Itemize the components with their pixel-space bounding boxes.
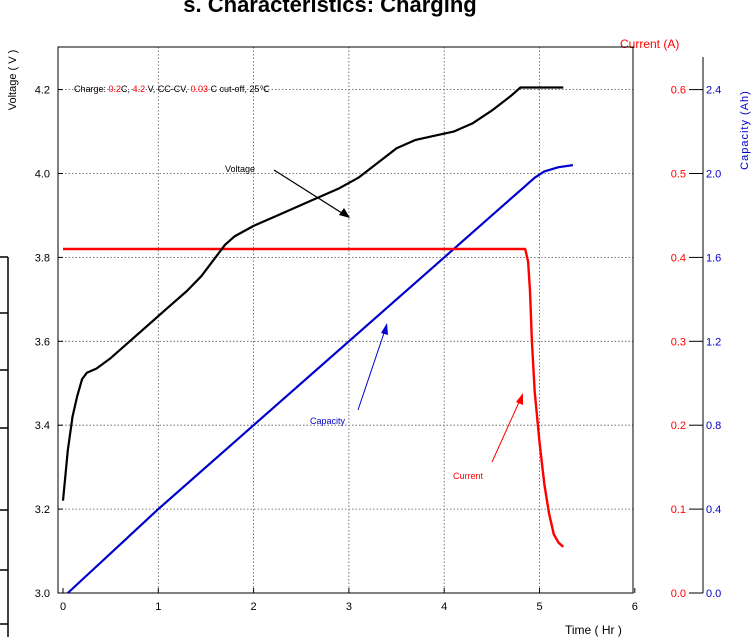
x-tick-label: 5	[536, 601, 542, 613]
voltage-tick-label: 3.4	[35, 420, 50, 432]
current-arrowhead	[516, 393, 523, 405]
current-axis-title: Current (A)	[620, 37, 679, 51]
voltage-annotation: Voltage	[225, 164, 255, 174]
series-line-capacity	[67, 164, 574, 594]
capacity-tick-label: 1.2	[706, 336, 721, 348]
current-tick-label: 0.3	[671, 336, 686, 348]
current-tick-label: 0.5	[671, 169, 686, 181]
condition-cutoff: 0.03	[190, 84, 208, 94]
capacity-tick-label: 1.6	[706, 252, 721, 264]
current-annotation: Current	[453, 471, 484, 481]
capacity-tick-label: 0.4	[706, 504, 721, 516]
x-tick-label: 4	[441, 601, 447, 613]
voltage-axis-title: Voltage ( V )	[7, 50, 19, 111]
voltage-tick-label: 4.0	[35, 169, 50, 181]
series-line-current	[63, 247, 565, 548]
x-axis-title: Time ( Hr )	[565, 623, 622, 637]
x-tick-label: 3	[346, 601, 352, 613]
voltage-tick-label: 3.0	[35, 588, 50, 600]
voltage-annotation-arrow	[273, 169, 346, 216]
x-tick-label: 1	[155, 601, 161, 613]
voltage-tick-label: 3.8	[35, 252, 50, 264]
condition-part-3: V, CC-CV,	[145, 84, 190, 94]
x-axis: 0 1 2 3 4 5 6	[60, 588, 638, 613]
condition-part-2: C,	[121, 84, 133, 94]
voltage-tick-label: 3.6	[35, 336, 50, 348]
capacity-arrowhead	[381, 323, 388, 335]
right-axes: 0.0 0.0 0.1 0.4 0.2 0.8 0.3 1.2 0.4 1.6 0.5 2.0 0.6 2…	[671, 57, 721, 600]
current-annotation-arrow	[491, 399, 521, 463]
condition-part-1: Charge:	[74, 84, 109, 94]
charge-condition-text: Charge: 0.2C, 4.2 V, CC-CV, 0.03 C cut-o…	[74, 84, 269, 94]
plot-frame	[57, 46, 634, 594]
chart-title: s. Characteristics: Charging	[183, 0, 476, 17]
capacity-axis-title: Capacity (Ah)	[739, 90, 751, 170]
grid-lines	[58, 47, 633, 593]
x-tick-label: 6	[632, 601, 638, 613]
current-tick-label: 0.4	[671, 252, 686, 264]
capacity-tick-label: 2.4	[706, 85, 721, 97]
current-tick-label: 0.6	[671, 85, 686, 97]
series-group	[61, 86, 574, 594]
condition-voltage: 4.2	[133, 84, 146, 94]
condition-part-4: C cut-off, 25℃	[208, 84, 269, 94]
capacity-tick-label: 2.0	[706, 169, 721, 181]
voltage-tick-label: 4.2	[35, 85, 50, 97]
left-edge-border-fragment	[0, 256, 9, 637]
voltage-tick-label: 3.2	[35, 504, 50, 516]
condition-rate: 0.2	[109, 84, 122, 94]
capacity-annotation: Capacity	[310, 416, 346, 426]
current-tick-label: 0.2	[671, 420, 686, 432]
voltage-arrowhead	[339, 208, 350, 218]
capacity-tick-label: 0.0	[706, 588, 721, 600]
current-tick-label: 0.1	[671, 504, 686, 516]
x-tick-label: 2	[251, 601, 257, 613]
voltage-axis: 3.0 3.2 3.4 3.6 3.8 4.0 4.2	[35, 85, 63, 600]
capacity-annotation-arrow	[357, 329, 386, 411]
capacity-tick-label: 0.8	[706, 420, 721, 432]
current-tick-label: 0.0	[671, 588, 686, 600]
x-tick-label: 0	[60, 601, 66, 613]
series-line-voltage	[61, 86, 564, 501]
